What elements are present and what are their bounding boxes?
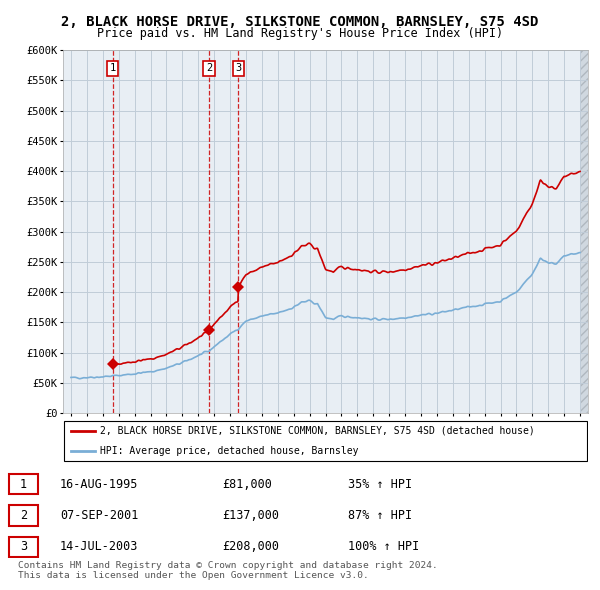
Text: 2: 2 [206,63,212,73]
Text: 2, BLACK HORSE DRIVE, SILKSTONE COMMON, BARNSLEY, S75 4SD (detached house): 2, BLACK HORSE DRIVE, SILKSTONE COMMON, … [100,426,535,436]
FancyBboxPatch shape [9,536,38,556]
Text: 1: 1 [110,63,116,73]
Text: £81,000: £81,000 [222,478,272,491]
Text: 16-AUG-1995: 16-AUG-1995 [60,478,139,491]
FancyBboxPatch shape [9,474,38,494]
Text: 87% ↑ HPI: 87% ↑ HPI [348,509,412,522]
Text: 07-SEP-2001: 07-SEP-2001 [60,509,139,522]
Text: 3: 3 [235,63,242,73]
Text: 100% ↑ HPI: 100% ↑ HPI [348,540,419,553]
Text: Price paid vs. HM Land Registry's House Price Index (HPI): Price paid vs. HM Land Registry's House … [97,27,503,40]
Text: 1: 1 [20,478,27,491]
Text: 35% ↑ HPI: 35% ↑ HPI [348,478,412,491]
Text: £208,000: £208,000 [222,540,279,553]
Text: 14-JUL-2003: 14-JUL-2003 [60,540,139,553]
Text: 2, BLACK HORSE DRIVE, SILKSTONE COMMON, BARNSLEY, S75 4SD: 2, BLACK HORSE DRIVE, SILKSTONE COMMON, … [61,15,539,29]
Text: £137,000: £137,000 [222,509,279,522]
Text: 2: 2 [20,509,27,522]
FancyBboxPatch shape [64,421,587,461]
FancyBboxPatch shape [9,506,38,526]
Text: HPI: Average price, detached house, Barnsley: HPI: Average price, detached house, Barn… [100,446,358,456]
Text: Contains HM Land Registry data © Crown copyright and database right 2024.
This d: Contains HM Land Registry data © Crown c… [18,560,438,580]
Text: 3: 3 [20,540,27,553]
